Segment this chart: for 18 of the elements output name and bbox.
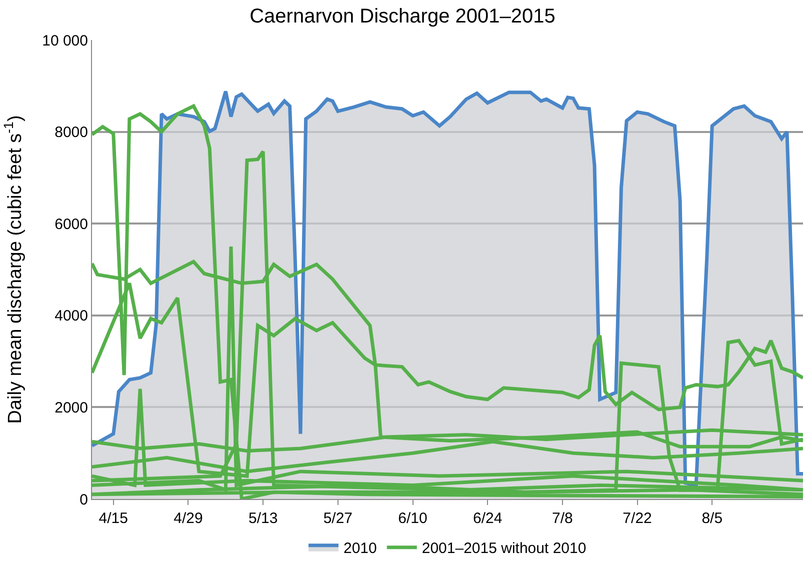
chart-title: Caernarvon Discharge 2001–2015 (250, 5, 556, 28)
y-tick-label: 4000 (54, 308, 88, 325)
y-tick-label: 8000 (54, 124, 88, 142)
x-tick-label: 6/24 (472, 510, 502, 527)
y-tick-label: 6000 (54, 216, 88, 233)
x-tick-label: 4/15 (98, 510, 128, 527)
y-tick-label: 10 000 (42, 32, 88, 50)
y-tick-label: 0 (80, 491, 88, 508)
x-tick-label: 7/22 (622, 510, 652, 527)
x-tick-label: 7/8 (552, 510, 573, 527)
legend-label: 2010 (344, 540, 377, 558)
y-tick-label: 2000 (54, 399, 88, 416)
x-tick-label: 6/10 (398, 510, 428, 527)
legend-label: 2001–2015 without 2010 (422, 540, 586, 558)
x-tick-label: 4/29 (174, 510, 203, 527)
x-tick-label: 8/5 (702, 510, 723, 527)
x-tick-label: 5/27 (323, 510, 353, 527)
x-tick-label: 5/13 (248, 510, 278, 527)
